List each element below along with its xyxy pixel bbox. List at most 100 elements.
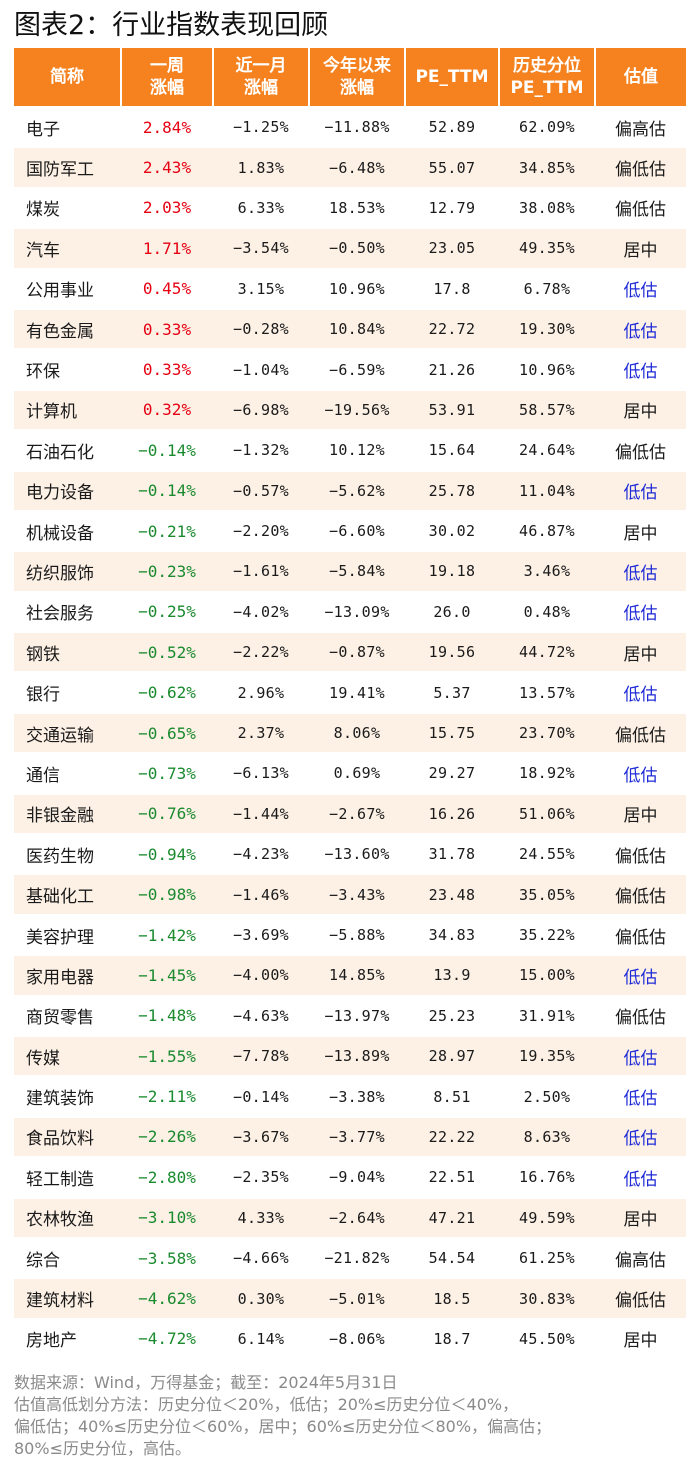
cell-pe-ttm: 23.48 — [405, 873, 499, 915]
cell-valuation: 低估 — [595, 671, 686, 713]
cell-week-change: 2.84% — [121, 105, 213, 148]
cell-ytd-change: −6.48% — [309, 146, 405, 188]
cell-pe-ttm: 19.56 — [405, 631, 499, 673]
cell-industry-name: 综合 — [14, 1236, 121, 1279]
header-ytd-change: 今年以来 涨幅 — [309, 48, 406, 107]
cell-pe-ttm: 26.0 — [405, 590, 499, 633]
cell-pe-ttm: 25.23 — [405, 994, 499, 1036]
cell-week-change: −4.72% — [121, 1317, 213, 1359]
cell-pe-percentile: 23.70% — [499, 711, 595, 754]
cell-month-change: −3.54% — [213, 227, 309, 269]
footnote-line: 偏低估；40%≤历史分位＜60%，居中；60%≤历史分位＜80%，偏高估； — [14, 1417, 552, 1436]
cell-week-change: −0.65% — [121, 711, 213, 754]
cell-pe-ttm: 5.37 — [405, 671, 499, 713]
table-row: 环保 0.33% −1.04% −6.59% 21.26 10.96% 低估 — [14, 348, 686, 390]
cell-ytd-change: −8.06% — [309, 1317, 405, 1359]
cell-ytd-change: −3.77% — [309, 1115, 405, 1158]
cell-ytd-change: −6.60% — [309, 509, 405, 552]
cell-valuation: 居中 — [595, 631, 686, 673]
cell-pe-ttm: 52.89 — [405, 105, 499, 148]
cell-pe-percentile: 62.09% — [499, 105, 595, 148]
cell-industry-name: 国防军工 — [14, 146, 121, 188]
cell-industry-name: 通信 — [14, 752, 121, 794]
cell-pe-percentile: 15.00% — [499, 954, 595, 996]
cell-pe-ttm: 54.54 — [405, 1236, 499, 1279]
cell-ytd-change: −11.88% — [309, 105, 405, 148]
cell-pe-percentile: 58.57% — [499, 388, 595, 431]
cell-ytd-change: −0.50% — [309, 227, 405, 269]
cell-week-change: −0.76% — [121, 792, 213, 835]
cell-pe-ttm: 17.8 — [405, 267, 499, 309]
cell-pe-percentile: 38.08% — [499, 186, 595, 229]
table-row: 基础化工 −0.98% −1.46% −3.43% 23.48 35.05% 偏低估 — [14, 873, 686, 915]
table-row: 轻工制造 −2.80% −2.35% −9.04% 22.51 16.76% 低估 — [14, 1156, 686, 1198]
cell-industry-name: 银行 — [14, 671, 121, 713]
cell-pe-ttm: 8.51 — [405, 1075, 499, 1117]
cell-pe-ttm: 21.26 — [405, 348, 499, 390]
cell-month-change: 3.15% — [213, 267, 309, 309]
cell-industry-name: 纺织服饰 — [14, 550, 121, 592]
cell-pe-percentile: 49.59% — [499, 1196, 595, 1238]
table-row: 建筑材料 −4.62% 0.30% −5.01% 18.5 30.83% 偏低估 — [14, 1277, 686, 1319]
cell-pe-percentile: 2.50% — [499, 1075, 595, 1117]
table-row: 食品饮料 −2.26% −3.67% −3.77% 22.22 8.63% 低估 — [14, 1115, 686, 1158]
header-label: 简称 — [50, 67, 84, 87]
cell-valuation: 偏低估 — [595, 146, 686, 188]
cell-valuation: 偏低估 — [595, 429, 686, 471]
cell-pe-percentile: 24.64% — [499, 429, 595, 471]
cell-week-change: −4.62% — [121, 1277, 213, 1319]
header-month-change: 近一月 涨幅 — [213, 48, 310, 107]
cell-month-change: −6.13% — [213, 752, 309, 794]
cell-week-change: −0.23% — [121, 550, 213, 592]
header-label: 涨幅 — [150, 78, 184, 98]
cell-pe-ttm: 31.78 — [405, 833, 499, 875]
cell-pe-ttm: 29.27 — [405, 752, 499, 794]
cell-industry-name: 有色金属 — [14, 307, 121, 350]
cell-week-change: −0.21% — [121, 509, 213, 552]
cell-pe-ttm: 12.79 — [405, 186, 499, 229]
cell-valuation: 低估 — [595, 1115, 686, 1158]
cell-pe-ttm: 18.7 — [405, 1317, 499, 1359]
header-label: PE_TTM — [415, 67, 489, 87]
cell-ytd-change: 10.84% — [309, 307, 405, 350]
cell-week-change: −1.55% — [121, 1034, 213, 1077]
cell-pe-percentile: 61.25% — [499, 1236, 595, 1279]
cell-ytd-change: −5.01% — [309, 1277, 405, 1319]
cell-pe-ttm: 47.21 — [405, 1196, 499, 1238]
cell-pe-ttm: 53.91 — [405, 388, 499, 431]
table-header: 简称 一周 涨幅 近一月 涨幅 今年以来 涨幅 PE_TTM 历史分位 PE_TTM 估值 — [14, 48, 686, 107]
cell-ytd-change: 10.96% — [309, 267, 405, 309]
cell-month-change: −1.61% — [213, 550, 309, 592]
cell-valuation: 低估 — [595, 267, 686, 309]
cell-week-change: −0.14% — [121, 469, 213, 511]
cell-pe-ttm: 22.51 — [405, 1156, 499, 1198]
header-label: PE_TTM — [510, 78, 584, 98]
header-label: 今年以来 — [323, 56, 391, 76]
cell-ytd-change: −21.82% — [309, 1236, 405, 1279]
cell-month-change: −1.25% — [213, 105, 309, 148]
cell-pe-percentile: 46.87% — [499, 509, 595, 552]
page-title: 图表2：行业指数表现回顾 — [14, 10, 329, 41]
cell-industry-name: 钢铁 — [14, 631, 121, 673]
cell-valuation: 低估 — [595, 469, 686, 511]
cell-industry-name: 美容护理 — [14, 913, 121, 956]
header-label: 估值 — [624, 67, 658, 87]
cell-valuation: 偏低估 — [595, 186, 686, 229]
table-row: 房地产 −4.72% 6.14% −8.06% 18.7 45.50% 居中 — [14, 1317, 686, 1359]
cell-month-change: −2.22% — [213, 631, 309, 673]
cell-ytd-change: 8.06% — [309, 711, 405, 754]
cell-ytd-change: −19.56% — [309, 388, 405, 431]
cell-industry-name: 环保 — [14, 348, 121, 390]
table-row: 计算机 0.32% −6.98% −19.56% 53.91 58.57% 居中 — [14, 388, 686, 431]
table-row: 交通运输 −0.65% 2.37% 8.06% 15.75 23.70% 偏低估 — [14, 711, 686, 754]
cell-week-change: −2.11% — [121, 1075, 213, 1117]
cell-month-change: −2.20% — [213, 509, 309, 552]
table-row: 家用电器 −1.45% −4.00% 14.85% 13.9 15.00% 低估 — [14, 954, 686, 996]
cell-industry-name: 汽车 — [14, 227, 121, 269]
cell-week-change: 0.33% — [121, 307, 213, 350]
cell-ytd-change: 0.69% — [309, 752, 405, 794]
cell-pe-ttm: 15.64 — [405, 429, 499, 471]
cell-pe-percentile: 19.30% — [499, 307, 595, 350]
industry-index-table: 简称 一周 涨幅 近一月 涨幅 今年以来 涨幅 PE_TTM 历史分位 PE_TTM 估值 电子 2.… — [14, 48, 686, 1359]
